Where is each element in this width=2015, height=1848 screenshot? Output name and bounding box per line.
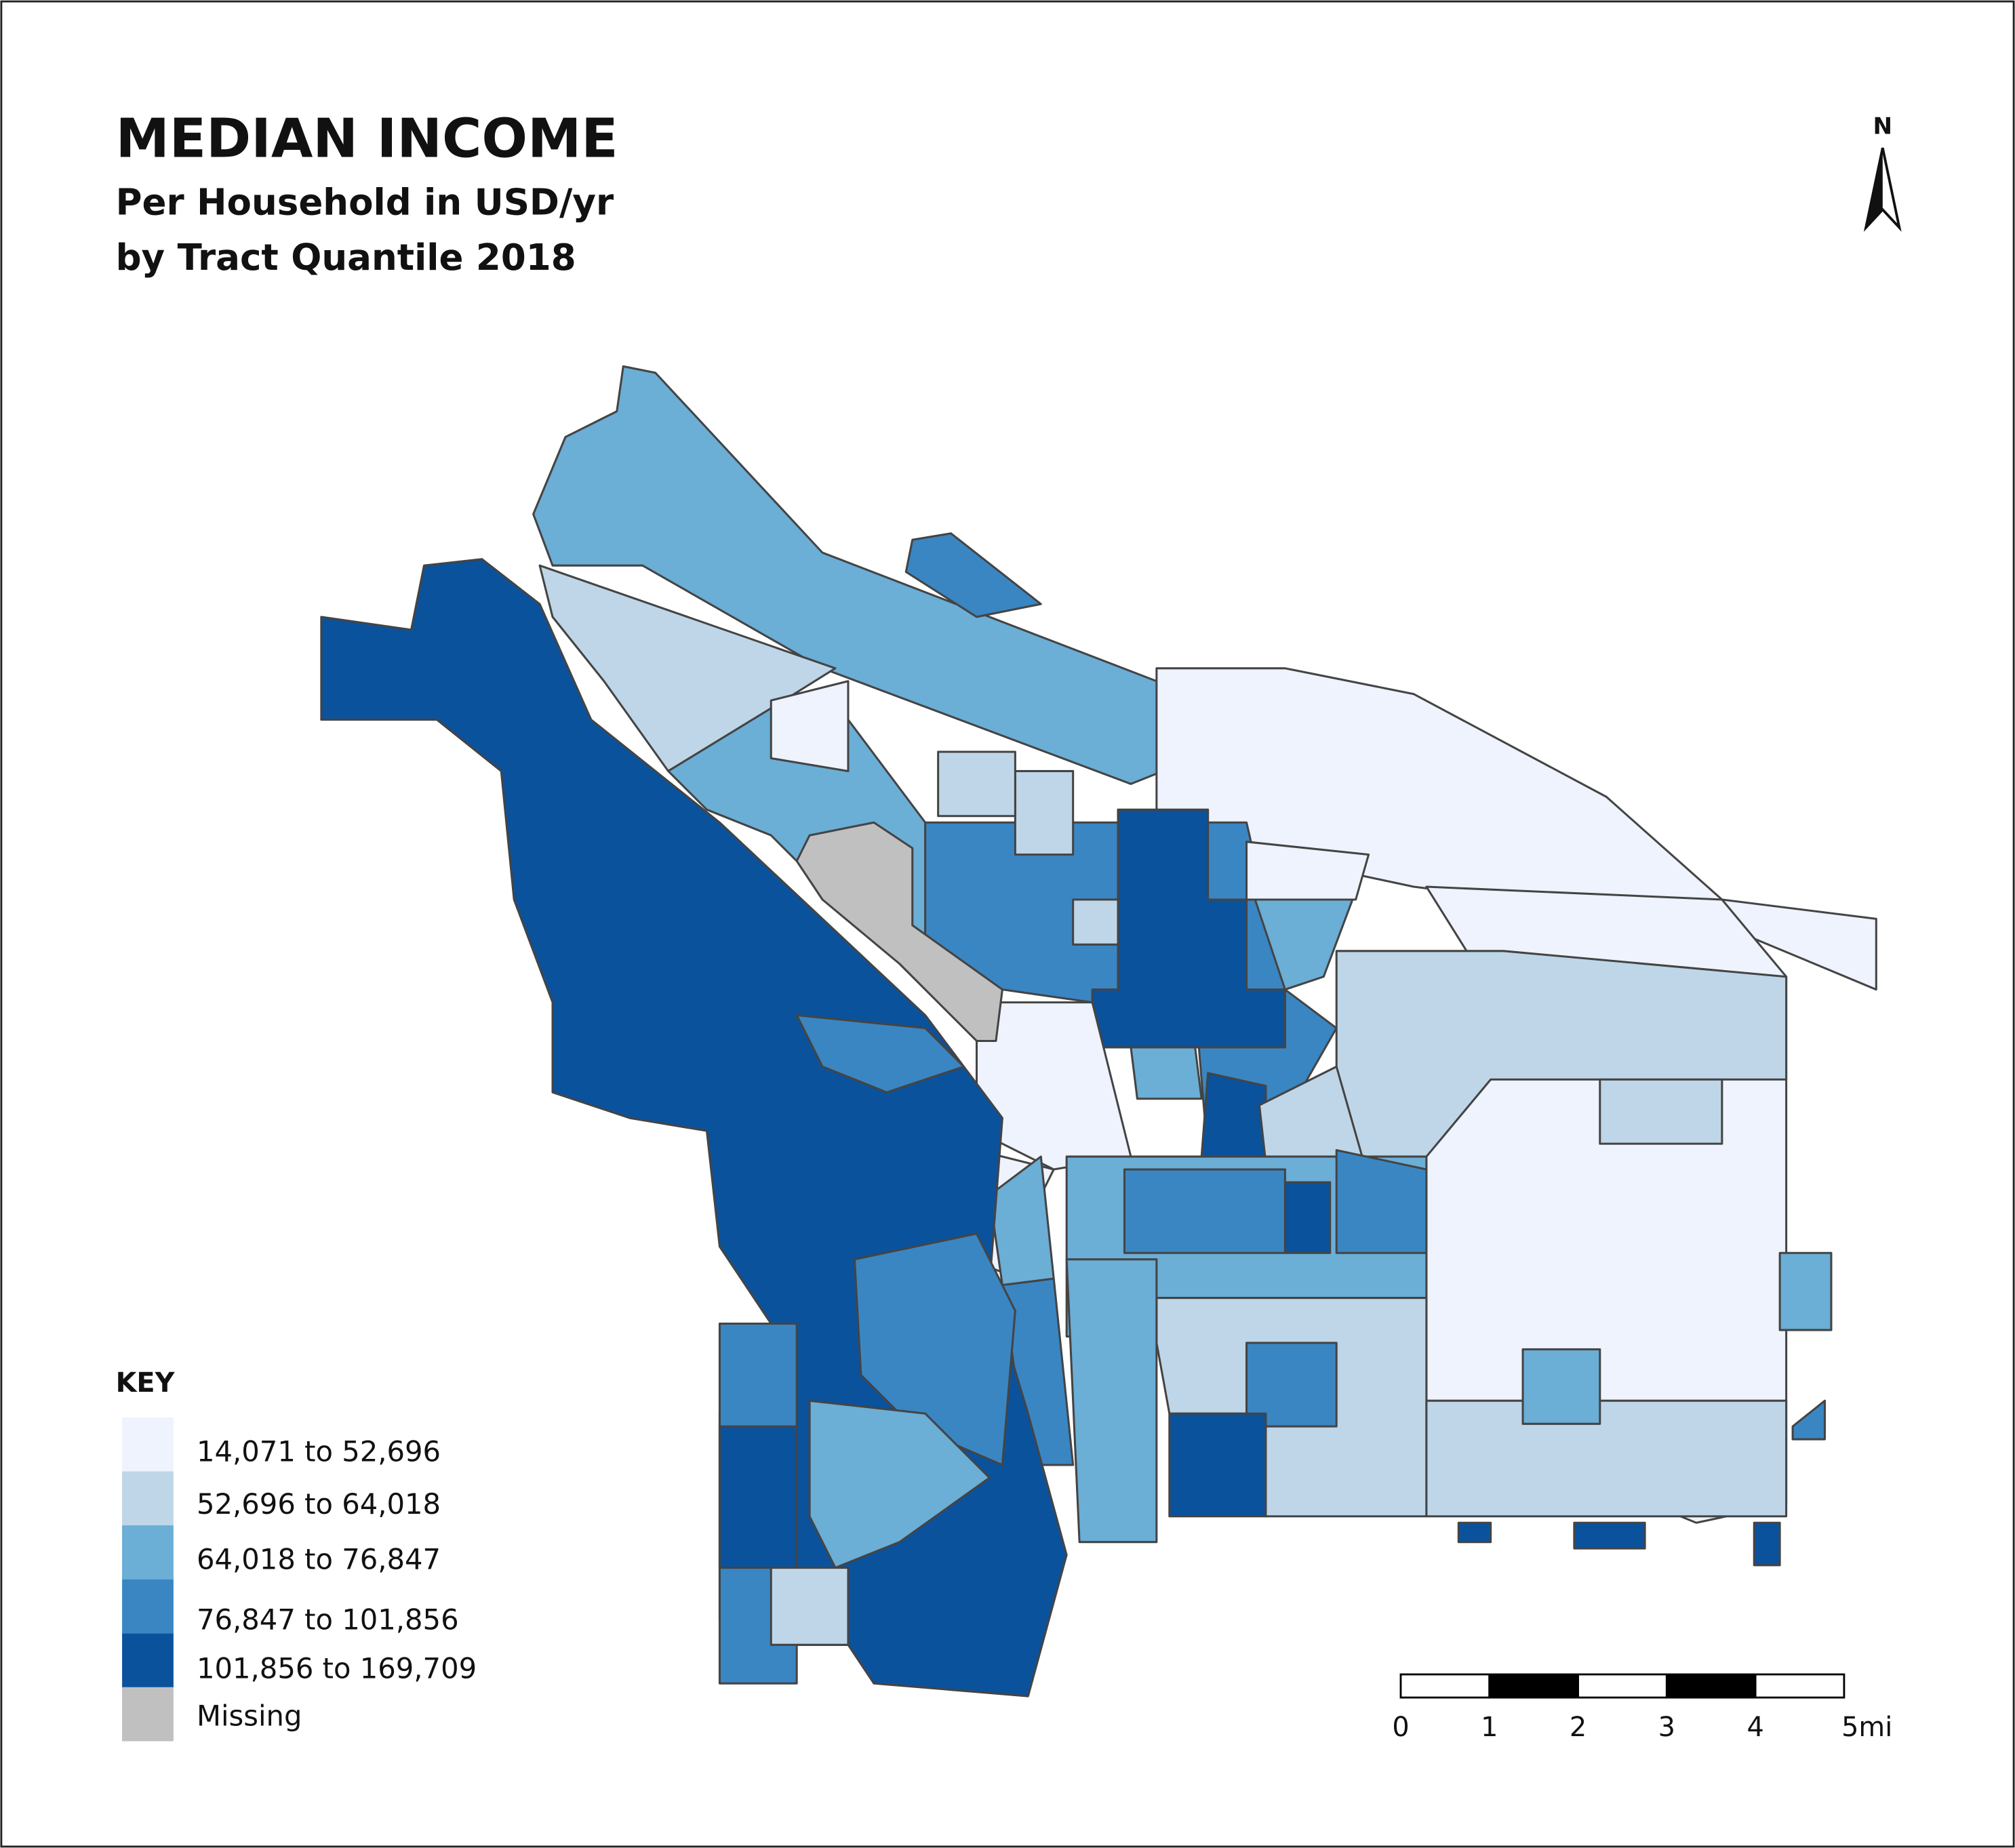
tract <box>795 821 1003 1042</box>
tract <box>770 680 850 772</box>
scale-segment <box>1488 1673 1579 1699</box>
legend-swatch <box>122 1525 174 1580</box>
tract <box>1599 1078 1723 1145</box>
legend-title: KEY <box>116 1367 176 1399</box>
scale-segment <box>1577 1673 1668 1699</box>
legend-label: 101,856 to 169,709 <box>197 1652 477 1685</box>
tract <box>1335 1149 1428 1254</box>
tract <box>1245 841 1370 901</box>
tract <box>1245 1342 1338 1428</box>
legend-swatch <box>122 1633 174 1687</box>
legend: 14,071 to 52,696 52,696 to 64,018 64,018 t… <box>122 1417 477 1742</box>
legend-label: 14,071 to 52,696 <box>197 1434 441 1468</box>
scale-bar: 0 1 2 3 4 5mi <box>1392 1673 1892 1743</box>
tract <box>1521 1348 1601 1425</box>
scale-label: 2 <box>1570 1712 1587 1743</box>
tract <box>770 1567 850 1646</box>
scale-label: 5mi <box>1841 1712 1892 1743</box>
subtitle: Per Household in USD/yr <box>116 182 614 224</box>
scale-segment <box>1399 1673 1491 1699</box>
north-label: N <box>1873 113 1892 140</box>
tract <box>904 532 1042 618</box>
tract <box>1573 1521 1646 1550</box>
tract <box>853 1232 1016 1466</box>
tract <box>718 1425 798 1569</box>
legend-label: 52,696 to 64,018 <box>197 1487 441 1521</box>
legend-label: 76,847 to 101,856 <box>197 1603 459 1636</box>
scale-label: 0 <box>1392 1712 1409 1743</box>
tract <box>808 1399 991 1569</box>
tract <box>1014 769 1075 856</box>
tract <box>1168 1412 1267 1518</box>
scale-segment <box>1665 1673 1757 1699</box>
legend-swatch <box>122 1687 174 1742</box>
scale-label: 4 <box>1747 1712 1763 1743</box>
tract <box>1200 1072 1267 1158</box>
map-title: MEDIAN INCOME <box>116 106 618 169</box>
legend-label: 64,018 to 76,847 <box>197 1542 441 1575</box>
scale-label: 3 <box>1658 1712 1675 1743</box>
tract <box>1065 1258 1158 1544</box>
legend-swatch <box>122 1417 174 1472</box>
tract <box>1425 1399 1788 1518</box>
tracts <box>320 365 1877 1698</box>
tract <box>795 1014 965 1093</box>
scale-label: 1 <box>1481 1712 1498 1743</box>
tract <box>1283 1181 1332 1254</box>
legend-swatch <box>122 1579 174 1634</box>
legend-label: Missing <box>197 1700 302 1733</box>
north-arrow: N <box>1863 113 1902 232</box>
legend-swatch <box>122 1471 174 1526</box>
scale-segment <box>1754 1673 1846 1699</box>
tract <box>1753 1521 1781 1567</box>
tract <box>937 750 1016 818</box>
tract <box>1130 1046 1203 1100</box>
tract <box>1123 1168 1286 1254</box>
tract <box>1072 898 1119 946</box>
subtitle: by Tract Quantile 2018 <box>116 237 576 279</box>
tract <box>1457 1521 1492 1544</box>
tract <box>1778 1251 1833 1331</box>
tract <box>1791 1399 1826 1441</box>
